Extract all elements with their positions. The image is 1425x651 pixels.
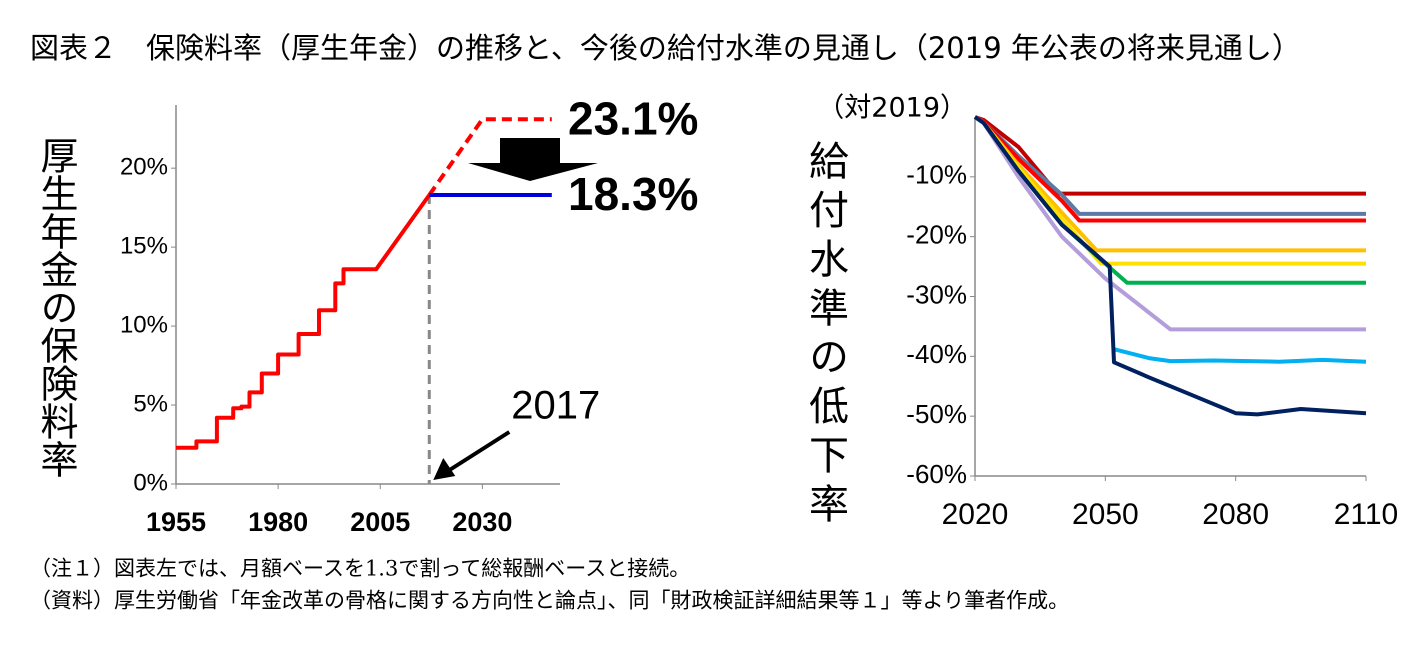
series-line — [1113, 347, 1367, 364]
annotation: 23.1% — [568, 92, 698, 144]
y-tick-label: 5% — [133, 390, 168, 417]
y-tick-label: -60% — [906, 459, 967, 489]
y-tick-label: -40% — [906, 339, 967, 369]
pointer-head — [433, 458, 456, 480]
x-tick-label: 2005 — [350, 507, 410, 537]
y-tick-label: 20% — [120, 154, 168, 181]
y-unit: （対2019） — [817, 93, 967, 124]
note: （注１）図表左では、月額ベースを1.3で割って総報酬ベースと接続。 — [30, 557, 690, 581]
series-line — [973, 115, 1367, 417]
pointer-arrow — [442, 430, 511, 476]
x-tick-label: 1980 — [248, 507, 308, 537]
x-tick-label: 2030 — [452, 507, 512, 537]
y-tick-label: -30% — [906, 279, 967, 309]
y-tick-label: -50% — [906, 399, 967, 429]
y-tick-label: 10% — [120, 311, 168, 338]
series-line — [176, 193, 431, 450]
figure-title: 図表２ 保険料率（厚生年金）の推移と、今後の給付水準の見通し（2019 年公表の… — [30, 31, 1301, 65]
x-tick-label: 2110 — [1334, 498, 1399, 531]
annotation: 18.3% — [568, 168, 698, 220]
x-tick-label: 2080 — [1202, 498, 1269, 531]
series-line — [973, 115, 1366, 332]
x-tick-label: 1955 — [146, 507, 206, 537]
down-arrow — [468, 138, 598, 181]
x-tick-label: 2050 — [1072, 498, 1139, 531]
annotation: 2017 — [511, 384, 600, 428]
y-tick-label: -20% — [906, 220, 967, 250]
y-axis-title: 厚生年金の保険料率 — [34, 136, 78, 478]
y-tick-label: 0% — [133, 469, 168, 496]
x-tick-label: 2020 — [942, 498, 1009, 531]
y-axis-title: 給付水準の低下率 — [802, 140, 848, 532]
y-tick-label: -10% — [906, 160, 967, 190]
y-tick-label: 15% — [120, 232, 168, 259]
note: （資料）厚生労働省「年金改革の骨格に関する方向性と論点」、同「財政検証詳細結果等… — [30, 589, 1069, 613]
